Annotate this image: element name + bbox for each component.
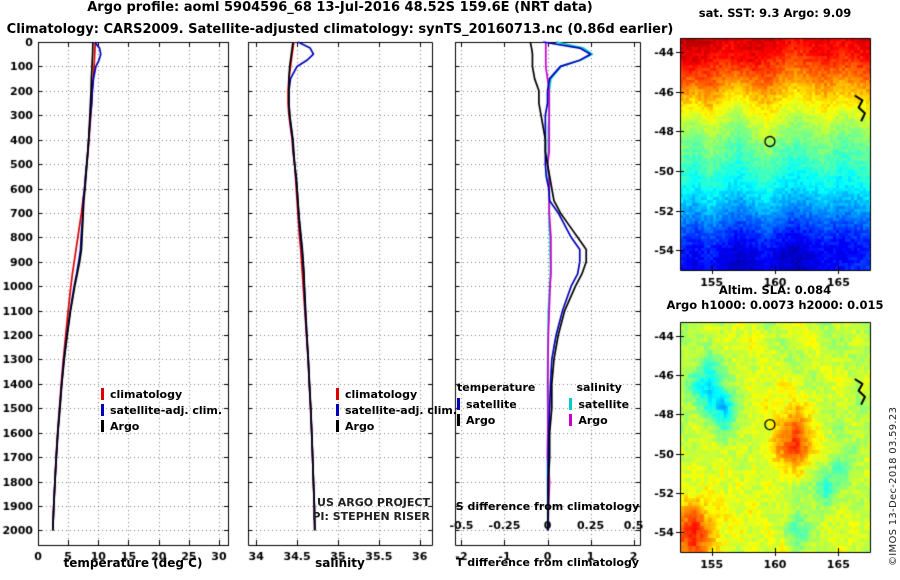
legend-label-s-argo: Argo xyxy=(578,413,608,427)
legend-label-climatology: climatology xyxy=(345,387,418,401)
legend-item: Argo xyxy=(569,412,629,428)
legend-marker-satellite-clim xyxy=(336,404,339,416)
legend-marker-climatology xyxy=(336,388,339,400)
legend-salinity-column: salinity satellite Argo xyxy=(569,381,629,428)
legend-item: climatology xyxy=(101,386,222,402)
legend-item: satellite xyxy=(457,396,535,412)
legend-label-argo: Argo xyxy=(345,419,375,433)
project-note-line1: US ARGO PROJECT xyxy=(317,496,430,509)
salinity-panel-legend: climatology satellite-adj. clim. Argo xyxy=(336,386,457,434)
sla-map-subtitle: Argo h1000: 0.0073 h2000: 0.015 xyxy=(666,298,884,312)
legend-label-argo: Argo xyxy=(110,419,140,433)
figure-subtitle: Climatology: CARS2009. Satellite-adjuste… xyxy=(6,22,674,37)
t-difference-axis-label: T difference from climatology xyxy=(455,556,640,569)
legend-label-s-satellite: satellite xyxy=(578,397,630,411)
temperature-axis-label: temperature (deg C) xyxy=(63,556,203,570)
legend-marker-s-satellite xyxy=(569,398,573,410)
legend-label-satellite-clim: satellite-adj. clim. xyxy=(110,403,223,417)
sla-map-title: Altim. SLA: 0.084 xyxy=(718,283,832,297)
legend-header-salinity: salinity xyxy=(576,381,622,394)
legend-item: satellite-adj. clim. xyxy=(336,402,457,418)
legend-marker-climatology xyxy=(101,388,104,400)
figure-title: Argo profile: aoml 5904596_68 13-Jul-201… xyxy=(87,0,593,15)
legend-marker-satellite-clim xyxy=(101,404,104,416)
legend-temperature-column: temperature satellite Argo xyxy=(457,381,535,428)
s-difference-axis-label: S difference from climatology xyxy=(455,500,640,513)
legend-marker-t-argo xyxy=(457,414,460,426)
legend-label-climatology: climatology xyxy=(110,387,183,401)
imos-watermark: ©IMOS 13-Dec-2018 03.59.23 xyxy=(888,406,899,566)
legend-item: satellite xyxy=(569,396,629,412)
legend-label-t-argo: Argo xyxy=(466,413,496,427)
legend-marker-s-argo xyxy=(569,414,573,426)
legend-item: climatology xyxy=(336,386,457,402)
legend-item: satellite-adj. clim. xyxy=(101,402,222,418)
legend-label-satellite-clim: satellite-adj. clim. xyxy=(345,403,458,417)
legend-item: Argo xyxy=(457,412,535,428)
sst-map-title: sat. SST: 9.3 Argo: 9.09 xyxy=(698,6,852,20)
legend-item: Argo xyxy=(336,418,457,434)
legend-marker-argo xyxy=(101,420,104,432)
legend-item: Argo xyxy=(101,418,222,434)
project-note-line2: PI: STEPHEN RISER xyxy=(312,510,430,523)
legend-marker-argo xyxy=(336,420,339,432)
difference-panel-legend: temperature satellite Argo salinity sate… xyxy=(457,381,629,428)
legend-header-temperature: temperature xyxy=(457,381,536,394)
legend-label-t-satellite: satellite xyxy=(466,397,517,411)
salinity-axis-label: salinity xyxy=(315,556,365,570)
temperature-panel-legend: climatology satellite-adj. clim. Argo xyxy=(101,386,222,434)
legend-marker-t-satellite xyxy=(457,398,460,410)
